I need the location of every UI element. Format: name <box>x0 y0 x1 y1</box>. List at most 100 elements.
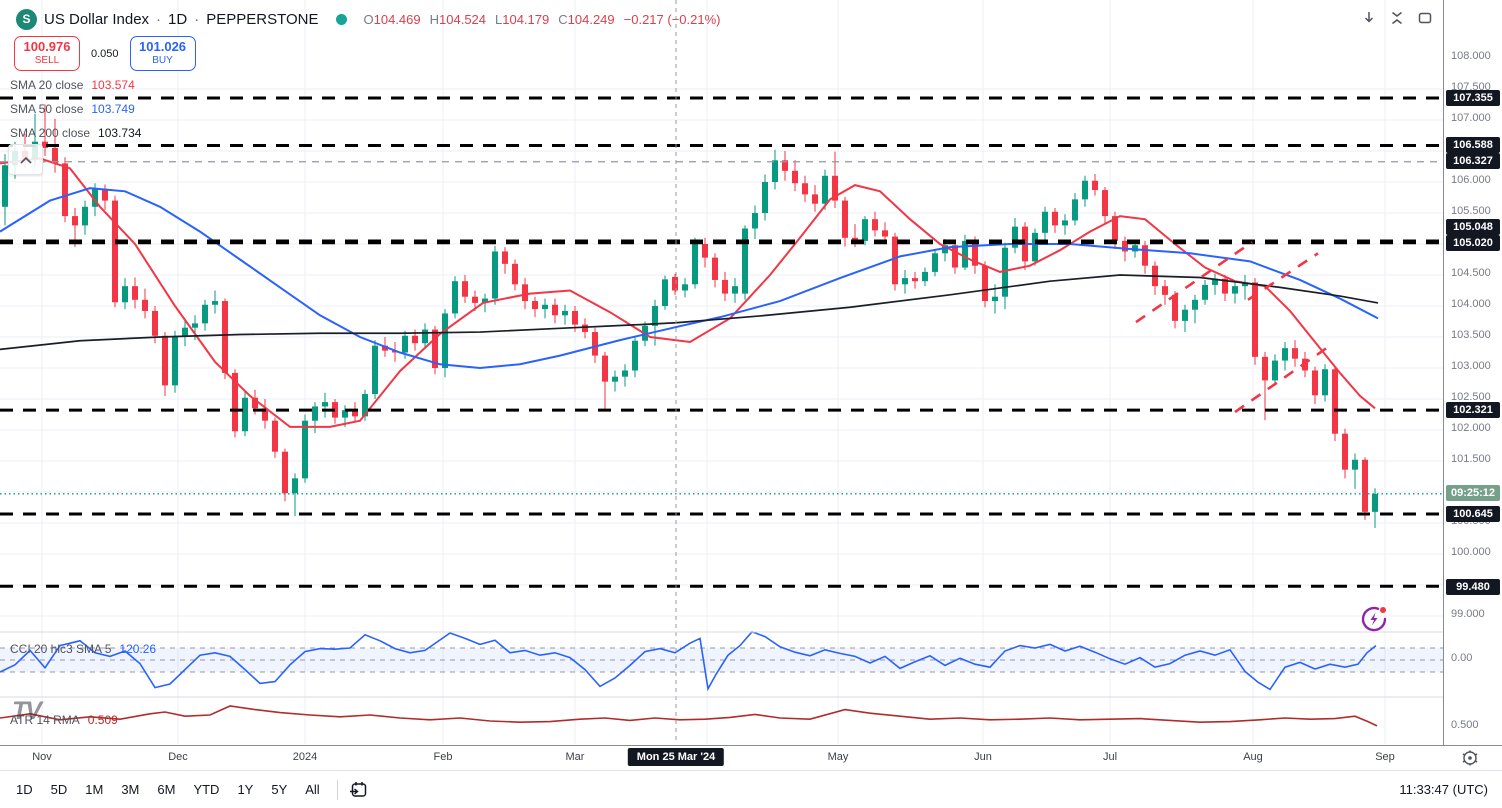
ohlc-readout: O104.469 H104.524 L104.179 C104.249 −0.2… <box>364 12 721 27</box>
legend-sma200[interactable]: SMA 200 close 103.734 <box>10 124 141 142</box>
price-level-badge: 106.327 <box>1446 153 1500 169</box>
crosshair-date-badge: Mon 25 Mar '24 <box>627 748 725 766</box>
candlesticks[interactable] <box>2 104 1378 528</box>
spread-value: 0.050 <box>91 47 119 60</box>
collapse-panel-button[interactable] <box>8 144 43 175</box>
legend-sma50[interactable]: SMA 50 close 103.749 <box>10 100 135 118</box>
price-tick: 102.500 <box>1451 391 1491 403</box>
cci-line[interactable] <box>0 630 1377 692</box>
month-label: Jun <box>974 751 992 763</box>
instant-trading-icon[interactable] <box>1358 603 1390 635</box>
symbol-timeframe[interactable]: 1D <box>168 10 188 28</box>
symbol-header: S US Dollar Index · 1D · PEPPERSTONE O10… <box>16 7 721 31</box>
sell-button[interactable]: 100.976 SELL <box>14 36 80 71</box>
gear-icon[interactable] <box>1458 748 1482 768</box>
collapse-chevrons-icon <box>1392 11 1402 24</box>
open-label: O <box>363 11 374 27</box>
calendar-goto-icon <box>350 782 367 797</box>
price-tick: 103.500 <box>1451 329 1491 341</box>
ma-line-sma-20[interactable] <box>0 157 1376 428</box>
range-button-3m[interactable]: 3M <box>121 782 140 797</box>
countdown-badge: 09:25:12 <box>1446 485 1500 501</box>
close-value: 104.249 <box>567 11 615 27</box>
atr-label: ATR 14 RMA <box>10 713 80 727</box>
price-levels[interactable] <box>0 96 1443 588</box>
gridlines <box>0 0 1443 744</box>
price-tick: 108.000 <box>1451 50 1491 62</box>
range-button-1m[interactable]: 1M <box>85 782 104 797</box>
time-axis[interactable]: Nov Dec 2024 Feb Mar May Jun Jul Aug Sep Mon 25 Ma… <box>0 745 1502 771</box>
range-button-1d[interactable]: 1D <box>16 782 33 797</box>
month-label: Feb <box>433 751 453 763</box>
buy-label: BUY <box>152 55 173 67</box>
close-label: C <box>558 11 568 27</box>
download-button[interactable] <box>1356 6 1382 29</box>
download-arrow-icon <box>1364 11 1374 23</box>
open-value: 104.469 <box>373 11 421 27</box>
legend-sma20[interactable]: SMA 20 close 103.574 <box>10 76 135 94</box>
order-panel: 100.976 SELL 0.050 101.026 BUY <box>14 36 196 71</box>
cci-value: 120.26 <box>119 642 157 656</box>
legend-cci[interactable]: CCI 20 hlc3 SMA 5 120.26 <box>10 640 156 658</box>
price-tick: 99.000 <box>1451 608 1485 620</box>
month-label: Mar <box>565 751 585 763</box>
month-label: 2024 <box>292 751 318 763</box>
price-tick: 104.000 <box>1451 298 1491 310</box>
notification-dot-icon <box>1380 607 1386 613</box>
high-value: 104.524 <box>439 11 487 27</box>
clock[interactable]: 11:33:47 (UTC) <box>1399 782 1488 797</box>
price-level-badge: 105.020 <box>1446 235 1500 251</box>
goto-date-button[interactable] <box>346 778 372 801</box>
fullscreen-button[interactable] <box>1412 6 1438 29</box>
range-button-6m[interactable]: 6M <box>157 782 176 797</box>
price-level-badge: 102.321 <box>1446 402 1500 418</box>
price-tick: 101.500 <box>1451 453 1491 465</box>
trendline-annotations[interactable] <box>1135 241 1331 414</box>
chart-canvas[interactable] <box>0 0 1443 745</box>
month-label: Aug <box>1243 751 1263 763</box>
ma-line-sma-50[interactable] <box>0 187 1379 370</box>
sma200-value: 103.734 <box>98 126 142 140</box>
change-value: −0.217 (−0.21%) <box>623 11 721 27</box>
sma50-label: SMA 50 close <box>10 102 84 116</box>
low-label: L <box>495 11 503 27</box>
collapse-panes-button[interactable] <box>1384 6 1410 29</box>
symbol-title[interactable]: US Dollar Index <box>44 10 150 28</box>
range-button-5d[interactable]: 5D <box>50 782 68 797</box>
month-label: Sep <box>1375 751 1395 763</box>
atr-line[interactable] <box>0 705 1378 727</box>
price-tick: 102.000 <box>1451 422 1491 434</box>
market-status-dot-icon[interactable] <box>335 13 347 25</box>
range-button-1y[interactable]: 1Y <box>237 782 254 797</box>
price-tick: 106.000 <box>1451 174 1491 186</box>
atr-value: 0.509 <box>87 713 118 727</box>
low-value: 104.179 <box>502 11 550 27</box>
separator: · <box>194 10 200 28</box>
price-tick: 107.000 <box>1451 112 1491 124</box>
symbol-logo-icon[interactable]: S <box>16 8 37 30</box>
price-level-badge: 105.048 <box>1446 219 1500 235</box>
price-level-badge: 100.645 <box>1446 506 1500 522</box>
chevron-up-icon <box>19 156 32 164</box>
range-button-5y[interactable]: 5Y <box>271 782 288 797</box>
price-tick: 105.500 <box>1451 205 1491 217</box>
divider <box>336 779 338 800</box>
month-label: Jul <box>1102 751 1118 763</box>
cci-zero-tick: 0.00 <box>1451 652 1473 664</box>
price-level-badge: 106.588 <box>1446 137 1500 153</box>
sell-price: 100.976 <box>23 39 71 55</box>
separator: · <box>156 10 162 28</box>
price-axis[interactable]: 108.000 107.500 107.000 106.000 105.500 104.5… <box>1443 0 1502 745</box>
buy-button[interactable]: 101.026 BUY <box>129 36 196 71</box>
price-tick: 103.000 <box>1451 360 1491 372</box>
atr-scale-tick: 0.500 <box>1451 719 1479 731</box>
month-label: May <box>827 751 849 763</box>
high-label: H <box>429 11 440 27</box>
legend-atr[interactable]: ATR 14 RMA 0.509 <box>10 711 118 729</box>
range-button-all[interactable]: All <box>305 782 320 797</box>
sma50-value: 103.749 <box>91 102 135 116</box>
range-button-ytd[interactable]: YTD <box>193 782 220 797</box>
symbol-exchange[interactable]: PEPPERSTONE <box>206 10 319 28</box>
month-label: Dec <box>168 751 188 763</box>
